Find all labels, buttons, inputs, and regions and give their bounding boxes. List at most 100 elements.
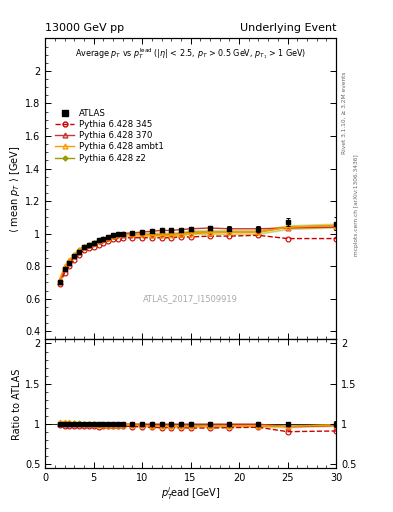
Pythia 6.428 370: [149, 228, 154, 234]
Pythia 6.428 ambt1: [86, 242, 91, 248]
Text: Average $p_T$ vs $p_T^{\mathsf{lead}}$ ($|\eta|$ < 2.5, $p_T$ > 0.5 GeV, $p_{T_1: Average $p_T$ vs $p_T^{\mathsf{lead}}$ (…: [75, 46, 306, 61]
Pythia 6.428 ambt1: [101, 237, 106, 243]
Pythia 6.428 z2: [91, 240, 96, 246]
Pythia 6.428 370: [67, 260, 72, 266]
Text: mcplots.cern.ch [arXiv:1306.3436]: mcplots.cern.ch [arXiv:1306.3436]: [354, 154, 359, 255]
Pythia 6.428 370: [178, 226, 183, 232]
Pythia 6.428 ambt1: [116, 232, 120, 239]
Pythia 6.428 z2: [285, 224, 290, 230]
Pythia 6.428 370: [208, 225, 212, 231]
Pythia 6.428 z2: [227, 229, 232, 235]
Pythia 6.428 370: [159, 227, 164, 233]
Text: Underlying Event: Underlying Event: [239, 23, 336, 33]
Pythia 6.428 z2: [82, 244, 86, 250]
Pythia 6.428 370: [120, 230, 125, 237]
Pythia 6.428 370: [57, 280, 62, 286]
Pythia 6.428 z2: [188, 229, 193, 235]
Pythia 6.428 345: [82, 247, 86, 253]
Text: Rivet 3.1.10, ≥ 3.2M events: Rivet 3.1.10, ≥ 3.2M events: [342, 71, 347, 154]
Pythia 6.428 345: [130, 234, 135, 241]
Pythia 6.428 ambt1: [77, 247, 81, 253]
Pythia 6.428 z2: [77, 247, 81, 253]
Pythia 6.428 z2: [86, 242, 91, 248]
Pythia 6.428 ambt1: [188, 230, 193, 237]
Pythia 6.428 345: [188, 234, 193, 240]
Pythia 6.428 345: [67, 263, 72, 269]
Line: Pythia 6.428 ambt1: Pythia 6.428 ambt1: [57, 223, 338, 282]
Pythia 6.428 345: [101, 240, 106, 246]
Pythia 6.428 345: [159, 234, 164, 241]
Pythia 6.428 z2: [106, 234, 110, 241]
Pythia 6.428 ambt1: [62, 263, 67, 269]
Pythia 6.428 345: [256, 232, 261, 239]
Pythia 6.428 z2: [159, 231, 164, 238]
Pythia 6.428 370: [227, 226, 232, 232]
Pythia 6.428 345: [140, 234, 145, 241]
Pythia 6.428 ambt1: [334, 223, 338, 229]
Pythia 6.428 345: [57, 281, 62, 287]
Pythia 6.428 ambt1: [285, 224, 290, 230]
Pythia 6.428 ambt1: [57, 276, 62, 282]
Pythia 6.428 345: [178, 234, 183, 240]
Pythia 6.428 ambt1: [67, 257, 72, 263]
Pythia 6.428 370: [256, 226, 261, 232]
Line: Pythia 6.428 z2: Pythia 6.428 z2: [58, 224, 338, 283]
Pythia 6.428 345: [149, 234, 154, 241]
Pythia 6.428 370: [77, 248, 81, 254]
Pythia 6.428 z2: [96, 238, 101, 244]
Pythia 6.428 370: [111, 232, 116, 239]
Y-axis label: Ratio to ATLAS: Ratio to ATLAS: [12, 368, 22, 440]
Pythia 6.428 345: [208, 233, 212, 239]
Text: ATLAS_2017_I1509919: ATLAS_2017_I1509919: [143, 294, 238, 303]
Pythia 6.428 ambt1: [111, 233, 116, 239]
Pythia 6.428 ambt1: [72, 252, 77, 258]
Pythia 6.428 370: [101, 236, 106, 242]
Pythia 6.428 z2: [67, 258, 72, 264]
Pythia 6.428 370: [62, 266, 67, 272]
Pythia 6.428 345: [111, 237, 116, 243]
Pythia 6.428 ambt1: [149, 232, 154, 239]
Pythia 6.428 ambt1: [106, 234, 110, 241]
Pythia 6.428 ambt1: [82, 244, 86, 250]
Pythia 6.428 345: [86, 245, 91, 251]
Pythia 6.428 ambt1: [130, 231, 135, 238]
Pythia 6.428 345: [116, 236, 120, 242]
Text: 13000 GeV pp: 13000 GeV pp: [45, 23, 124, 33]
Y-axis label: $\langle$ mean $p_T$ $\rangle$ [GeV]: $\langle$ mean $p_T$ $\rangle$ [GeV]: [8, 145, 22, 232]
Legend: ATLAS, Pythia 6.428 345, Pythia 6.428 370, Pythia 6.428 ambt1, Pythia 6.428 z2: ATLAS, Pythia 6.428 345, Pythia 6.428 37…: [55, 109, 163, 162]
Pythia 6.428 345: [91, 244, 96, 250]
Pythia 6.428 z2: [334, 223, 338, 229]
Pythia 6.428 z2: [130, 231, 135, 238]
Pythia 6.428 345: [62, 270, 67, 276]
Pythia 6.428 ambt1: [91, 240, 96, 246]
Pythia 6.428 370: [285, 225, 290, 231]
Pythia 6.428 370: [169, 227, 174, 233]
Pythia 6.428 370: [130, 230, 135, 236]
X-axis label: $p_T^l\!$ead [GeV]: $p_T^l\!$ead [GeV]: [161, 485, 220, 502]
Pythia 6.428 345: [96, 242, 101, 248]
Pythia 6.428 ambt1: [159, 232, 164, 239]
Pythia 6.428 370: [106, 234, 110, 240]
Line: Pythia 6.428 370: Pythia 6.428 370: [57, 225, 338, 285]
Pythia 6.428 z2: [101, 237, 106, 243]
Pythia 6.428 ambt1: [96, 238, 101, 244]
Pythia 6.428 345: [227, 233, 232, 239]
Pythia 6.428 z2: [120, 231, 125, 238]
Pythia 6.428 z2: [111, 233, 116, 239]
Pythia 6.428 z2: [178, 230, 183, 237]
Pythia 6.428 370: [86, 242, 91, 248]
Pythia 6.428 z2: [57, 278, 62, 284]
Pythia 6.428 345: [120, 234, 125, 241]
Pythia 6.428 370: [116, 231, 120, 238]
Pythia 6.428 ambt1: [256, 229, 261, 235]
Pythia 6.428 z2: [256, 229, 261, 235]
Pythia 6.428 ambt1: [227, 229, 232, 235]
Pythia 6.428 ambt1: [178, 231, 183, 238]
Pythia 6.428 ambt1: [140, 231, 145, 238]
Pythia 6.428 z2: [169, 231, 174, 238]
Line: Pythia 6.428 345: Pythia 6.428 345: [57, 233, 338, 287]
Pythia 6.428 370: [188, 226, 193, 232]
Pythia 6.428 345: [169, 234, 174, 241]
Pythia 6.428 z2: [149, 231, 154, 238]
Pythia 6.428 ambt1: [208, 230, 212, 236]
